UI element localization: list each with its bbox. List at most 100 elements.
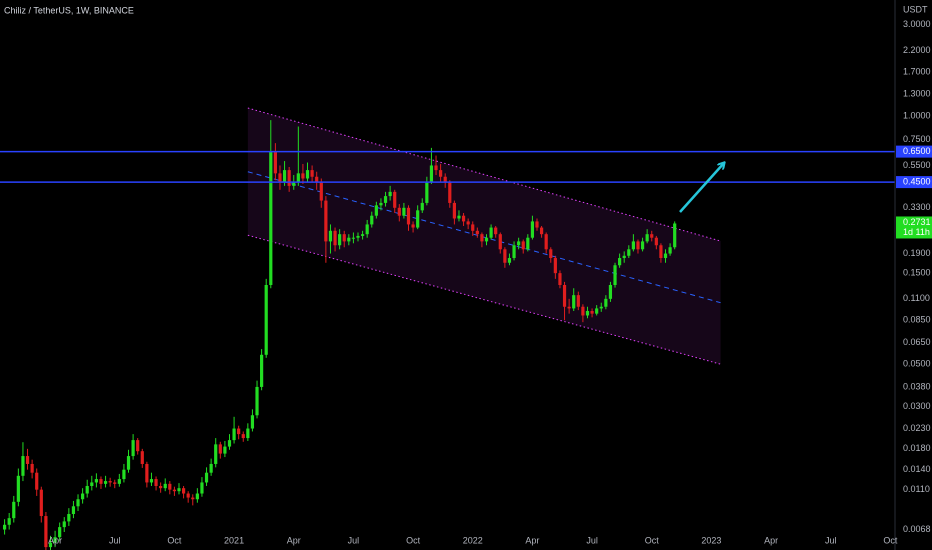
candle-body	[58, 527, 62, 538]
last-price-box	[896, 216, 932, 239]
candle-body	[411, 224, 415, 228]
x-tick-label: 2021	[224, 535, 244, 545]
x-tick-label: Apr	[525, 535, 539, 545]
candle-body	[250, 415, 255, 429]
candle-body	[475, 230, 479, 235]
candle-body	[282, 170, 287, 183]
y-tick-label: 3.0000	[903, 19, 931, 29]
candle-body	[2, 524, 7, 530]
chart-title: Chiliz / TetherUS, 1W, BINANCE	[4, 5, 134, 15]
candle-body	[480, 234, 484, 242]
candle-body	[241, 434, 245, 439]
candle-body	[159, 485, 163, 489]
candle-body	[356, 235, 360, 238]
candle-body	[484, 237, 489, 242]
plot-area	[0, 107, 895, 550]
channel-fill	[247, 108, 721, 365]
candle-body	[342, 234, 346, 242]
candle-body	[131, 440, 135, 457]
candle-body	[553, 258, 557, 274]
candle-body	[246, 428, 250, 439]
candle-body	[113, 482, 117, 484]
candle-body	[218, 444, 222, 454]
y-tick-label: 0.0380	[903, 381, 931, 391]
channel-lower	[247, 234, 721, 365]
candle-body	[76, 499, 80, 507]
candle-body	[200, 482, 204, 494]
y-tick-label: 1.7000	[903, 66, 931, 76]
x-tick-label: Oct	[883, 535, 898, 545]
candle-body	[204, 472, 209, 483]
candle-body	[351, 237, 356, 239]
candle-body	[370, 215, 374, 225]
candle-body	[191, 497, 195, 500]
candle-body	[406, 207, 411, 225]
candle-body	[181, 488, 186, 494]
candle-body	[627, 249, 631, 256]
candle-body	[85, 485, 89, 494]
candle-body	[498, 234, 502, 250]
candle-body	[640, 241, 645, 250]
y-tick-label: 1.3000	[903, 89, 931, 99]
y-tick-label: 0.1500	[903, 268, 931, 278]
candle-body	[7, 518, 11, 525]
candle-body	[604, 298, 608, 307]
axis-labels: 3.0000 2.2000 1.7000 1.3000 1.0000 0.7500 0.55…	[48, 19, 932, 545]
candle-body	[315, 176, 319, 183]
y-tick-label: 0.1100	[903, 293, 930, 303]
candle-body	[223, 446, 227, 454]
x-tick-label: 2023	[701, 535, 721, 545]
candle-body	[448, 182, 452, 203]
candle-body	[471, 224, 475, 231]
candle-body	[117, 479, 121, 484]
candle-body	[567, 306, 571, 309]
y-tick-label: 0.0110	[903, 484, 930, 494]
candle-body	[53, 537, 57, 543]
y-tick-label: 0.1900	[903, 248, 931, 258]
candle-body	[99, 479, 103, 484]
candle-body	[452, 202, 456, 219]
candle-body	[443, 176, 447, 183]
candle-body	[333, 230, 337, 246]
candle-body	[12, 501, 16, 519]
candle-body	[590, 310, 594, 314]
candle-body	[48, 542, 53, 548]
candle-body	[67, 514, 71, 522]
candle-body	[81, 493, 85, 500]
candle-body	[328, 230, 333, 242]
y-tick-label: 0.0140	[903, 464, 931, 474]
level-label-box	[896, 176, 932, 189]
x-tick-label: Apr	[48, 535, 62, 545]
candle-body	[360, 234, 365, 236]
x-tick-label: Apr	[287, 535, 301, 545]
level-label-box	[896, 145, 932, 158]
candle-body	[383, 196, 388, 203]
candle-body	[260, 354, 264, 387]
candle-body	[168, 483, 172, 490]
x-tick-label: Apr	[764, 535, 778, 545]
y-tick-label: 0.0068	[903, 524, 931, 534]
candle-body	[172, 489, 177, 492]
candle-body	[439, 170, 443, 177]
y-tick-label: 1.0000	[903, 110, 931, 120]
candle-body	[558, 273, 562, 285]
candle-body	[145, 463, 149, 483]
candle-body	[94, 479, 98, 483]
candle-body	[562, 284, 567, 307]
candle-body	[301, 173, 305, 179]
candle-body	[296, 173, 300, 183]
candle-body	[273, 151, 277, 174]
candle-body	[209, 463, 213, 473]
x-tick-label: Jul	[825, 535, 837, 545]
x-tick-label: Oct	[645, 535, 660, 545]
candle-body	[214, 444, 218, 464]
candle-body	[663, 253, 668, 259]
candle-body	[425, 182, 429, 203]
candle-body	[186, 493, 190, 498]
candle-body	[292, 182, 296, 186]
candle-body	[539, 227, 544, 235]
candle-body	[503, 249, 507, 263]
candle-body	[39, 489, 43, 517]
